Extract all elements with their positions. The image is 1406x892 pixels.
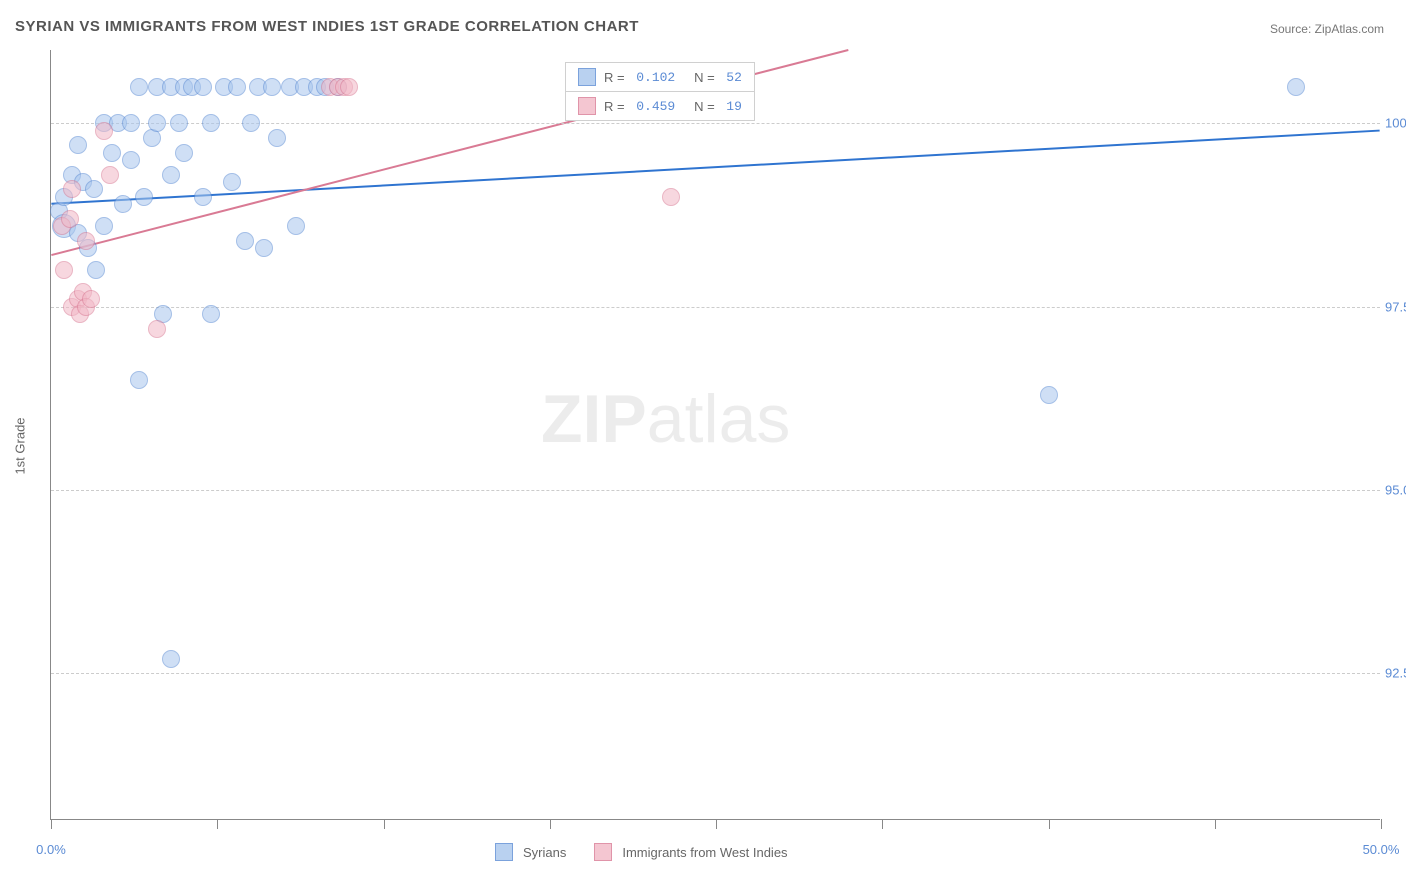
series-legend: Syrians Immigrants from West Indies bbox=[495, 843, 806, 861]
data-point bbox=[162, 166, 180, 184]
chart-container: SYRIAN VS IMMIGRANTS FROM WEST INDIES 1S… bbox=[0, 0, 1406, 892]
legend-series-name: Immigrants from West Indies bbox=[622, 845, 787, 860]
data-point bbox=[170, 114, 188, 132]
legend-r-value: 0.102 bbox=[636, 70, 675, 85]
y-axis-title: 1st Grade bbox=[13, 417, 28, 474]
data-point bbox=[162, 650, 180, 668]
data-point bbox=[77, 232, 95, 250]
legend-n-value: 52 bbox=[726, 70, 742, 85]
data-point bbox=[255, 239, 273, 257]
data-point bbox=[202, 114, 220, 132]
y-tick-label: 100.0% bbox=[1385, 116, 1406, 131]
legend-swatch bbox=[495, 843, 513, 861]
gridline-h bbox=[51, 673, 1380, 674]
data-point bbox=[122, 151, 140, 169]
x-tick bbox=[51, 819, 52, 829]
data-point bbox=[194, 188, 212, 206]
data-point bbox=[114, 195, 132, 213]
data-point bbox=[101, 166, 119, 184]
chart-title: SYRIAN VS IMMIGRANTS FROM WEST INDIES 1S… bbox=[15, 18, 639, 35]
data-point bbox=[82, 290, 100, 308]
x-tick bbox=[217, 819, 218, 829]
data-point bbox=[1287, 78, 1305, 96]
data-point bbox=[223, 173, 241, 191]
data-point bbox=[148, 114, 166, 132]
y-tick-label: 92.5% bbox=[1385, 666, 1406, 681]
stats-legend-row: R = 0.459 N = 19 bbox=[566, 91, 754, 120]
plot-area: ZIPatlas 92.5%95.0%97.5%100.0%0.0%50.0% bbox=[50, 50, 1380, 820]
data-point bbox=[148, 320, 166, 338]
data-point bbox=[103, 144, 121, 162]
data-point bbox=[135, 188, 153, 206]
x-tick bbox=[1049, 819, 1050, 829]
legend-r-value: 0.459 bbox=[636, 99, 675, 114]
x-tick bbox=[550, 819, 551, 829]
data-point bbox=[63, 180, 81, 198]
x-tick bbox=[1381, 819, 1382, 829]
y-tick-label: 95.0% bbox=[1385, 483, 1406, 498]
source-label: Source: ZipAtlas.com bbox=[1270, 22, 1384, 36]
legend-n-label: N = bbox=[683, 99, 718, 114]
legend-r-label: R = bbox=[604, 99, 628, 114]
data-point bbox=[263, 78, 281, 96]
data-point bbox=[340, 78, 358, 96]
data-point bbox=[61, 210, 79, 228]
data-point bbox=[202, 305, 220, 323]
x-tick-label: 50.0% bbox=[1363, 842, 1400, 857]
legend-swatch bbox=[578, 97, 596, 115]
gridline-h bbox=[51, 490, 1380, 491]
data-point bbox=[69, 136, 87, 154]
data-point bbox=[122, 114, 140, 132]
x-tick bbox=[1215, 819, 1216, 829]
x-tick-label: 0.0% bbox=[36, 842, 66, 857]
data-point bbox=[95, 217, 113, 235]
data-point bbox=[95, 122, 113, 140]
data-point bbox=[268, 129, 286, 147]
data-point bbox=[194, 78, 212, 96]
x-tick bbox=[716, 819, 717, 829]
stats-legend-row: R = 0.102 N = 52 bbox=[566, 63, 754, 91]
stats-legend: R = 0.102 N = 52R = 0.459 N = 19 bbox=[565, 62, 755, 121]
data-point bbox=[130, 371, 148, 389]
data-point bbox=[55, 261, 73, 279]
legend-n-value: 19 bbox=[726, 99, 742, 114]
trend-line bbox=[51, 131, 1379, 204]
gridline-h bbox=[51, 307, 1380, 308]
data-point bbox=[287, 217, 305, 235]
x-tick bbox=[882, 819, 883, 829]
legend-swatch bbox=[578, 68, 596, 86]
legend-r-label: R = bbox=[604, 70, 628, 85]
x-tick bbox=[384, 819, 385, 829]
data-point bbox=[85, 180, 103, 198]
legend-swatch bbox=[594, 843, 612, 861]
data-point bbox=[236, 232, 254, 250]
legend-n-label: N = bbox=[683, 70, 718, 85]
data-point bbox=[1040, 386, 1058, 404]
data-point bbox=[662, 188, 680, 206]
data-point bbox=[242, 114, 260, 132]
data-point bbox=[175, 144, 193, 162]
data-point bbox=[87, 261, 105, 279]
data-point bbox=[130, 78, 148, 96]
data-point bbox=[228, 78, 246, 96]
legend-series-name: Syrians bbox=[523, 845, 566, 860]
trend-lines bbox=[51, 50, 1380, 819]
y-tick-label: 97.5% bbox=[1385, 299, 1406, 314]
